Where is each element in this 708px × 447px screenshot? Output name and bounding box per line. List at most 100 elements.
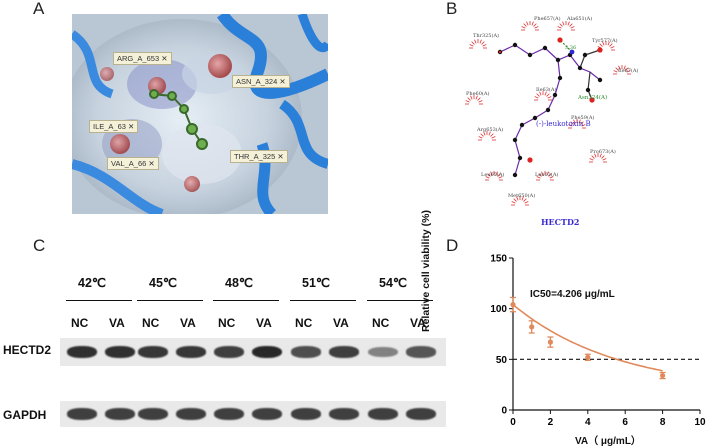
residue-label: Leu63(A) [535, 172, 559, 178]
lane-label: VA [410, 316, 426, 330]
data-point [547, 339, 554, 345]
lane-label: NC [295, 316, 313, 330]
residue-tag[interactable]: ILE_A_63 ✕ [89, 120, 139, 133]
hydrophobic-contact-mark [478, 100, 483, 103]
data-point [585, 354, 591, 360]
blot-band [105, 408, 135, 420]
blot-band [291, 346, 321, 358]
hydrophobic-contact-mark [610, 46, 615, 49]
residue-label: Leu65(A) [481, 172, 505, 178]
data-point [510, 302, 516, 308]
hydrophobic-contact-mark [602, 158, 607, 161]
lane-label: VA [333, 316, 349, 330]
hydrophobic-contact-mark [607, 41, 610, 46]
temperature-label: 42℃ [78, 276, 106, 290]
lane-label: NC [218, 316, 236, 330]
hydrophobic-contact-mark [511, 201, 516, 204]
hydrophobic-contact-mark [467, 97, 471, 101]
hydrophobic-contact-mark [488, 131, 491, 136]
blot-band [214, 408, 244, 420]
residue-label: Phe59(A) [571, 115, 595, 121]
hydrophobic-contact-mark [475, 95, 478, 100]
close-icon[interactable]: ✕ [148, 159, 155, 168]
hydrophobic-contact-mark [546, 93, 550, 97]
hydrophobic-contact-mark [521, 26, 526, 29]
residue-tag[interactable]: THR_A_325 ✕ [230, 150, 288, 163]
residue-tag[interactable]: ARG_A_653 ✕ [113, 52, 172, 65]
blot-band [329, 408, 359, 420]
residue-label: Met650(A) [508, 193, 536, 199]
temperature-underline [367, 300, 433, 302]
hbond-distance: 3.36 [565, 45, 577, 51]
hydrophobic-contact-mark [536, 176, 541, 179]
hydrophobic-contact-mark [626, 70, 631, 73]
panel-label-c: C [33, 236, 46, 255]
hydrophobic-contact-mark [568, 124, 573, 127]
hydrophobic-contact-mark [539, 91, 542, 96]
blot-band [67, 346, 97, 358]
hydrophobic-contact-mark [557, 26, 562, 29]
close-icon[interactable]: ✕ [161, 54, 168, 63]
docking-image [72, 14, 328, 214]
close-icon[interactable]: ✕ [277, 152, 284, 161]
residue-tag[interactable]: VAL_A_66 ✕ [107, 157, 159, 170]
row-label-hectd2: HECTD2 [3, 343, 52, 357]
lane-label: NC [372, 316, 390, 330]
bonded-residue-label: Asn324(A) [578, 95, 608, 101]
hydrophobic-contact-mark [526, 21, 529, 26]
hydrophobic-contact-mark [490, 171, 493, 176]
temperature-label: 54℃ [379, 276, 407, 290]
hydrophobic-contact-mark [533, 23, 537, 27]
hydrophobic-contact-mark [481, 41, 485, 45]
residue-label: Thr325(A) [473, 33, 500, 39]
close-icon[interactable]: ✕ [128, 122, 135, 131]
residue-label: Tyr577(A) [592, 38, 618, 44]
hydrophobic-contact-mark [491, 136, 496, 139]
temperature-underline [137, 300, 203, 302]
hydrophobic-contact-mark [521, 196, 524, 201]
close-icon[interactable]: ✕ [279, 77, 286, 86]
hydrophobic-contact-mark [477, 97, 481, 101]
hydrophobic-contact-mark [547, 96, 552, 99]
temperature-label: 45℃ [149, 276, 177, 290]
residue-tag[interactable]: ASN_A_324 ✕ [232, 75, 290, 88]
hydrophobic-contact-mark [618, 65, 621, 70]
hydrophobic-contact-mark [549, 176, 554, 179]
hydrophobic-contact-mark [480, 133, 484, 137]
hydrophobic-contact-mark [573, 119, 576, 124]
hydrophobic-contact-mark [497, 173, 501, 177]
hydrophobic-contact-mark [599, 43, 603, 47]
x-tick-label: 2 [548, 417, 554, 428]
hydrophobic-contact-mark [581, 124, 586, 127]
row-label-gapdh: GAPDH [3, 408, 47, 422]
hydrophobic-contact-mark [570, 26, 575, 29]
lane-label: VA [256, 316, 272, 330]
blot-band [291, 408, 321, 420]
hydrophobic-contact-mark [534, 96, 539, 99]
hydrophobic-contact-mark [589, 158, 594, 161]
blot-band [67, 408, 97, 420]
lane-label: VA [180, 316, 196, 330]
blot-band [214, 346, 244, 358]
x-tick-label: 6 [622, 417, 628, 428]
lane-label: VA [109, 316, 125, 330]
hydrophobic-contact-mark [546, 171, 549, 176]
y-tick-label: 50 [496, 355, 508, 366]
hydrophobic-contact-mark [625, 67, 629, 71]
hydrophobic-contact-mark [591, 155, 595, 159]
hydrophobic-contact-mark [538, 173, 542, 177]
hydrophobic-contact-mark [541, 171, 544, 176]
hydrophobic-contact-mark [482, 44, 487, 47]
temperature-label: 51℃ [302, 276, 330, 290]
hydrophobic-contact-mark [544, 91, 547, 96]
hydrophobic-contact-mark [513, 198, 517, 202]
x-tick-label: 10 [694, 417, 706, 428]
hydrophobic-contact-mark [474, 39, 477, 44]
panel-label-a: A [33, 0, 45, 18]
hydrophobic-contact-mark [523, 23, 527, 27]
y-axis-label: Relative cell viability (%) [420, 210, 432, 332]
blot-band [252, 408, 282, 420]
y-tick-label: 0 [501, 406, 507, 417]
